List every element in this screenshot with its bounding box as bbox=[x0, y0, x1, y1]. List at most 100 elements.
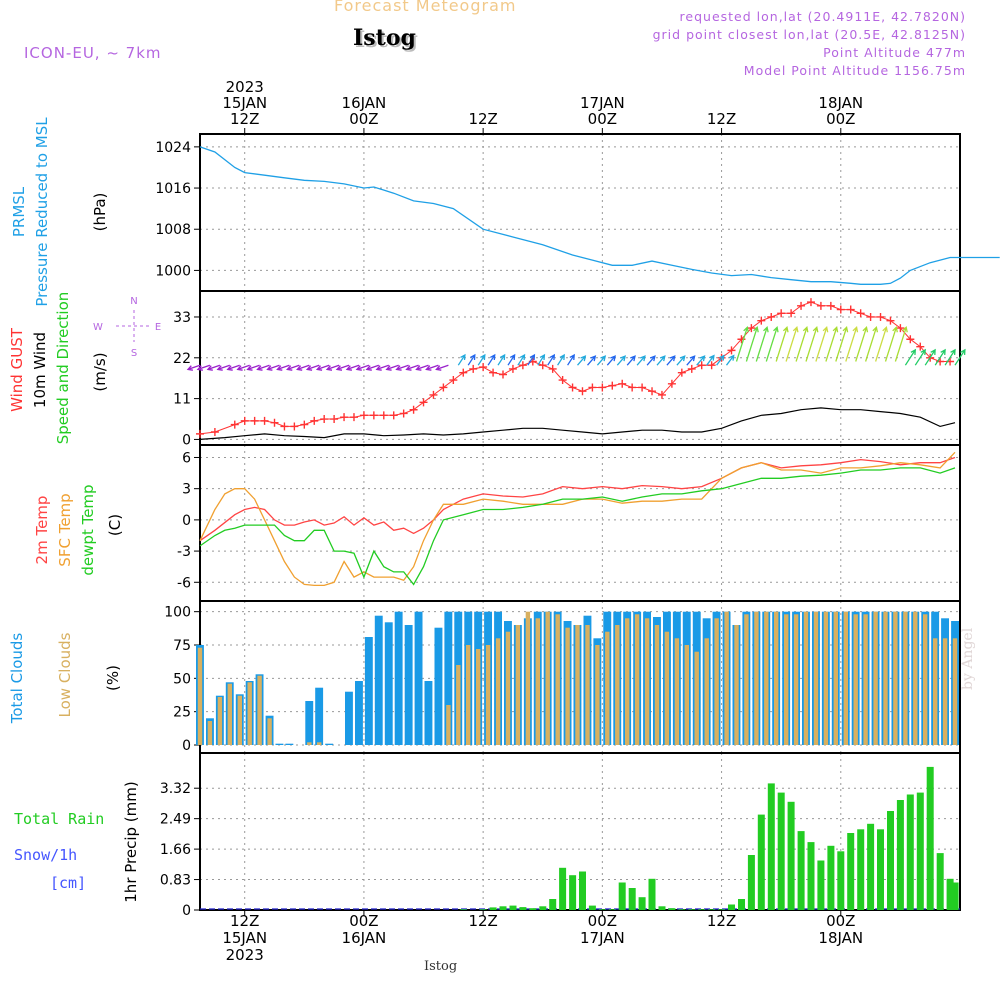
total-cloud-bar bbox=[315, 687, 324, 745]
gust-marker bbox=[777, 309, 786, 318]
wind-arrows bbox=[186, 325, 966, 371]
wind-arrow bbox=[706, 354, 715, 366]
precip-bar bbox=[688, 909, 696, 910]
y-tick-label: 6 bbox=[182, 450, 191, 466]
gust-marker bbox=[667, 379, 676, 388]
gust-marker bbox=[856, 309, 865, 318]
wind-arrow bbox=[606, 355, 616, 366]
low-cloud-bar bbox=[485, 645, 491, 745]
precip-bar bbox=[618, 882, 626, 910]
panel-pressure: 1024 1016 1008 1000 bbox=[155, 133, 961, 292]
total-cloud-bar bbox=[305, 701, 314, 745]
wind-arrow bbox=[934, 348, 946, 366]
low-cloud-bar bbox=[823, 611, 829, 745]
wind-arrow bbox=[805, 326, 819, 362]
ylabel-direction: Speed and Direction bbox=[54, 292, 72, 445]
wind-arrow bbox=[725, 354, 735, 366]
total-cloud-bar bbox=[444, 611, 453, 745]
low-cloud-bar bbox=[654, 625, 660, 745]
total-cloud-bar bbox=[364, 637, 373, 745]
precip-bar bbox=[916, 792, 924, 910]
low-cloud-bar bbox=[456, 665, 461, 745]
gust-marker bbox=[270, 418, 279, 427]
wind-arrow bbox=[286, 364, 300, 371]
cloud-bars bbox=[196, 611, 959, 745]
chart-title: Forecast Meteogram bbox=[334, 0, 517, 15]
y-tick-label: 1016 bbox=[155, 181, 191, 197]
precip-bar bbox=[459, 909, 467, 910]
gust-marker bbox=[767, 312, 776, 321]
gust-marker bbox=[876, 312, 885, 321]
low-cloud-bar bbox=[476, 649, 481, 745]
gust-marker bbox=[727, 346, 736, 355]
total-cloud-bar bbox=[394, 611, 403, 745]
wind-arrow bbox=[335, 364, 350, 371]
gust-marker bbox=[409, 405, 418, 414]
time-label-top: 2023 bbox=[226, 78, 264, 96]
precip-bars bbox=[200, 766, 960, 910]
gust-marker bbox=[707, 361, 716, 370]
wind-arrow bbox=[587, 355, 597, 366]
precip-bar bbox=[847, 833, 855, 910]
compass-cross bbox=[116, 310, 152, 342]
gust-marker bbox=[389, 411, 398, 420]
precip-bar bbox=[757, 814, 765, 910]
gust-marker bbox=[906, 335, 915, 344]
low-cloud-bar bbox=[863, 614, 868, 745]
wind-arrow bbox=[825, 325, 839, 362]
precip-bar bbox=[658, 906, 666, 910]
gust-marker bbox=[320, 415, 329, 424]
wind-arrow bbox=[855, 326, 869, 362]
precip-bar bbox=[767, 783, 775, 910]
low-cloud-bar bbox=[615, 625, 620, 745]
precip-bar bbox=[718, 909, 726, 910]
gust-marker bbox=[399, 409, 408, 418]
y-tick-label: 33 bbox=[173, 310, 191, 326]
gust-marker bbox=[747, 324, 756, 333]
wind-arrow bbox=[467, 353, 476, 366]
wind-10m-line bbox=[199, 407, 956, 440]
precip-bar bbox=[608, 909, 616, 910]
ylabel-dewpt: dewpt Temp bbox=[79, 484, 97, 575]
low-cloud-bar bbox=[525, 611, 531, 745]
low-cloud-bar bbox=[605, 631, 610, 745]
precip-bar bbox=[807, 842, 815, 910]
gust-marker bbox=[379, 411, 388, 420]
point-altitude: Point Altitude 477m bbox=[823, 45, 966, 60]
ylabel-2m-temp: 2m Temp bbox=[33, 496, 51, 565]
temp-sfc-line bbox=[199, 451, 956, 587]
wind-arrow bbox=[626, 355, 636, 366]
low-cloud-bar bbox=[913, 611, 918, 745]
low-cloud-bar bbox=[625, 618, 630, 745]
y-tick-label: -3 bbox=[177, 544, 191, 560]
low-cloud-bar bbox=[744, 614, 749, 745]
y-tick-label: 50 bbox=[173, 671, 191, 687]
low-cloud-bar bbox=[555, 614, 560, 745]
low-cloud-bar bbox=[664, 631, 670, 745]
time-label-bottom: 15JAN bbox=[222, 929, 267, 947]
precip-bar bbox=[936, 853, 944, 910]
precip-bar bbox=[906, 794, 914, 910]
temp-dewpt-line bbox=[199, 467, 956, 586]
wind-arrow bbox=[196, 364, 211, 371]
precip-bar bbox=[678, 909, 686, 910]
total-cloud-bar bbox=[355, 681, 363, 745]
wind-arrow bbox=[487, 353, 496, 366]
wind-arrow bbox=[457, 353, 466, 366]
y-tick-label: 22 bbox=[173, 351, 191, 367]
gust-marker bbox=[846, 305, 855, 314]
low-cloud-bar bbox=[933, 638, 938, 745]
wind-arrow bbox=[395, 364, 409, 371]
gust-marker bbox=[797, 301, 806, 310]
wind-arrow bbox=[415, 364, 429, 371]
time-label-top: 12Z bbox=[468, 110, 497, 128]
wind-arrow bbox=[315, 364, 330, 371]
low-cloud-bar bbox=[833, 611, 838, 745]
low-cloud-bar bbox=[942, 638, 948, 745]
low-cloud-bar bbox=[843, 611, 848, 745]
low-cloud-bar bbox=[694, 651, 699, 745]
low-cloud-bar bbox=[714, 618, 719, 745]
gust-marker bbox=[697, 361, 706, 370]
ylabel-ms: (m/s) bbox=[91, 352, 109, 391]
